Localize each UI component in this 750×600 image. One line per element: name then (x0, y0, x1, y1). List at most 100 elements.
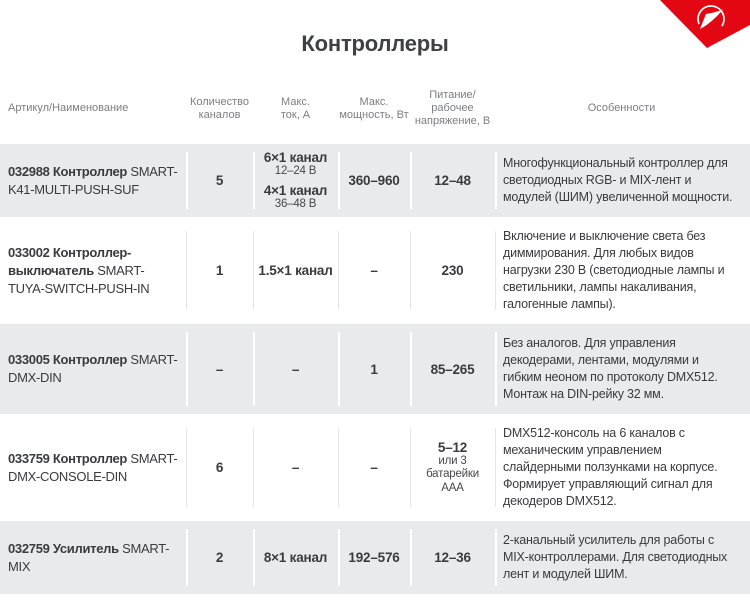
channels-cell-line: 6 (215, 460, 224, 475)
features-cell: 2-канальный усилитель для работы с MIX-к… (495, 525, 750, 590)
article-cell: 033005 Контроллер SMART-DMX-DIN (0, 328, 186, 410)
channels-cell: 1 (186, 221, 253, 320)
article-model: SMART-TUYA-SWITCH-PUSH-IN (8, 262, 150, 296)
channels-cell-lines: 6 (186, 460, 253, 475)
features-text: Включение и выключение света без диммиро… (503, 229, 725, 311)
features-text: DMX512-консоль на 6 каналов с механическ… (503, 426, 718, 508)
features-text: 2-канальный усилитель для работы с MIX-к… (503, 533, 728, 581)
channels-cell-lines: 5 (186, 173, 253, 188)
features-cell: Включение и выключение света без диммиро… (495, 221, 750, 320)
max-current-cell: 1.5×1 канал (253, 221, 338, 320)
article-cell: 032759 Усилитель SMART-MIX (0, 525, 186, 590)
channels-cell-line: 5 (215, 173, 224, 188)
features-cell: Многофункциональный контроллер для свето… (495, 148, 750, 213)
max-current-cell-lines: 6×1 канал 12–24 В 4×1 канал 36–48 В (253, 150, 338, 212)
voltage-cell-line: батарейки (426, 468, 479, 481)
max-power-cell-line: 192–576 (348, 550, 400, 565)
table-row: 032759 Усилитель SMART-MIX 2 8×1 канал 192–… (0, 521, 750, 594)
arlight-swoosh-icon (660, 0, 750, 48)
max-current-cell-line: 8×1 канал (263, 550, 328, 565)
table-row: 032988 Контроллер SMART-K41-MULTI-PUSH-S… (0, 144, 750, 217)
column-header-power: Макс. мощность, Вт (339, 95, 409, 121)
max-current-cell: – (253, 328, 338, 410)
max-current-cell: – (253, 418, 338, 517)
max-current-cell-lines: 8×1 канал (253, 550, 338, 565)
max-current-cell-lines: – (253, 460, 338, 475)
voltage-cell: 230 (410, 221, 495, 320)
max-current-cell: 8×1 канал (253, 525, 338, 590)
max-power-cell: 1 (338, 328, 410, 410)
column-header-article: Артикул/Наименование (8, 102, 129, 114)
column-header-voltage: Питание/ рабочее напряжение, В (414, 89, 491, 127)
article-code: 032988 Контроллер (8, 163, 128, 179)
max-power-cell: 360–960 (338, 148, 410, 213)
channels-cell-lines: – (186, 362, 253, 377)
voltage-cell-line: 12–36 (434, 550, 471, 565)
page-title: Контроллеры (301, 31, 449, 56)
features-cell: DMX512-консоль на 6 каналов с механическ… (495, 418, 750, 517)
max-power-cell-lines: 360–960 (338, 173, 410, 188)
voltage-cell: 12–48 (410, 148, 495, 213)
channels-cell: 2 (186, 525, 253, 590)
channels-cell-lines: 1 (186, 263, 253, 278)
max-power-cell-lines: – (338, 460, 410, 475)
table-body: 032988 Контроллер SMART-K41-MULTI-PUSH-S… (0, 144, 750, 600)
article-code: 033005 Контроллер (8, 352, 128, 367)
channels-cell: – (186, 328, 253, 410)
article-model: SMART-MIX (8, 540, 170, 574)
max-power-cell-lines: 192–576 (338, 550, 410, 565)
max-current-cell-line: – (291, 460, 300, 475)
channels-cell-line: 1 (215, 263, 224, 278)
voltage-cell-line: 85–265 (430, 361, 475, 377)
max-current-cell-line: 36–48 В (274, 198, 317, 210)
column-header-current: Макс. ток, А (280, 95, 311, 121)
features-text: Без аналогов. Для управления декодерами,… (503, 336, 718, 401)
article-text: 033759 Контроллер SMART-DMX-CONSOLE-DIN (8, 450, 180, 486)
max-power-cell-lines: 1 (338, 362, 410, 377)
voltage-cell-line: 5–12 (437, 439, 468, 455)
table-header-row: Артикул/Наименование Количество каналов … (0, 77, 750, 144)
table-row: 033005 Контроллер SMART-DMX-DIN – – 1 85–265… (0, 324, 750, 414)
article-code: 033002 Контроллер-выключатель (8, 244, 132, 278)
max-current-cell-line: 12–24 В (274, 164, 317, 177)
voltage-cell-line: или 3 (438, 454, 467, 467)
max-current-cell: 6×1 канал 12–24 В 4×1 канал 36–48 В (253, 148, 338, 213)
features-cell: Без аналогов. Для управления декодерами,… (495, 328, 750, 410)
article-model: SMART-DMX-CONSOLE-DIN (8, 450, 178, 484)
table-row: 034501 Контроллер SMART-TUYA-WIFI-MIX-SU… (0, 594, 750, 600)
article-text: 033002 Контроллер-выключатель SMART-TUYA… (8, 244, 180, 298)
article-cell: 033002 Контроллер-выключатель SMART-TUYA… (0, 221, 186, 320)
channels-cell: 6 (186, 418, 253, 517)
column-header-features: Особенности (587, 102, 656, 114)
voltage-cell-line: 12–48 (434, 173, 471, 188)
article-model: SMART-DMX-DIN (8, 352, 178, 385)
voltage-cell-lines: 85–265 (410, 362, 495, 377)
max-current-cell-lines: – (253, 362, 338, 377)
article-code: 033759 Контроллер (8, 450, 128, 466)
max-power-cell: – (338, 221, 410, 320)
controllers-table: Артикул/Наименование Количество каналов … (0, 77, 750, 600)
max-power-cell: 192–576 (338, 525, 410, 590)
article-text: 032988 Контроллер SMART-K41-MULTI-PUSH-S… (8, 163, 180, 199)
table-row: 033759 Контроллер SMART-DMX-CONSOLE-DIN 6… (0, 414, 750, 521)
max-current-cell-line: 4×1 канал (263, 183, 328, 198)
max-power-cell-line: – (370, 460, 378, 475)
channels-cell-line: – (215, 361, 224, 377)
voltage-cell: 5–12 или 3 батарейки ААА (410, 418, 495, 517)
max-power-cell-line: 1 (370, 361, 378, 377)
max-power-cell-lines: – (338, 263, 410, 278)
voltage-cell: 85–265 (410, 328, 495, 410)
max-current-cell-line: – (291, 361, 300, 377)
voltage-cell-lines: 5–12 или 3 батарейки ААА (410, 440, 495, 496)
channels-cell-lines: 2 (186, 550, 253, 565)
max-current-cell-line: 1.5×1 канал (258, 263, 333, 278)
column-header-channels: Количество каналов (189, 95, 250, 121)
features-text: Многофункциональный контроллер для свето… (503, 156, 733, 204)
article-cell: 033759 Контроллер SMART-DMX-CONSOLE-DIN (0, 418, 186, 517)
max-power-cell-line: – (370, 263, 378, 278)
article-cell: 032988 Контроллер SMART-K41-MULTI-PUSH-S… (0, 148, 186, 213)
voltage-cell-line: ААА (441, 481, 464, 494)
max-power-cell: – (338, 418, 410, 517)
article-text: 032759 Усилитель SMART-MIX (8, 540, 180, 576)
